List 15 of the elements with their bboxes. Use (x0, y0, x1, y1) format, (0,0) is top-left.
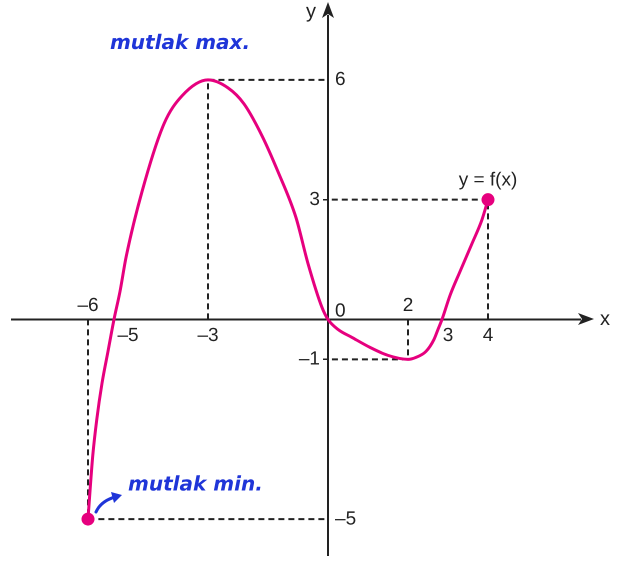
x-tick-label: –5 (117, 325, 139, 346)
annotation: mutlak max. (110, 30, 250, 54)
y2-tick-label: 0 (335, 300, 346, 322)
y-axis-title: y (306, 0, 316, 23)
x-tick-label: 4 (482, 325, 494, 346)
y-tick-label: –1 (298, 348, 320, 370)
x2-tick-label: –6 (77, 295, 99, 316)
series-label: y = f(x) (458, 169, 518, 190)
annotation: mutlak min. (128, 471, 263, 496)
x2-tick-label: 2 (402, 295, 414, 316)
x-tick-label: –3 (197, 325, 219, 346)
x-tick-label: 3 (442, 325, 454, 346)
y2-tick-label: –5 (335, 508, 356, 530)
y2-tick-label: 6 (335, 69, 346, 90)
x-axis-title: x (600, 308, 610, 330)
